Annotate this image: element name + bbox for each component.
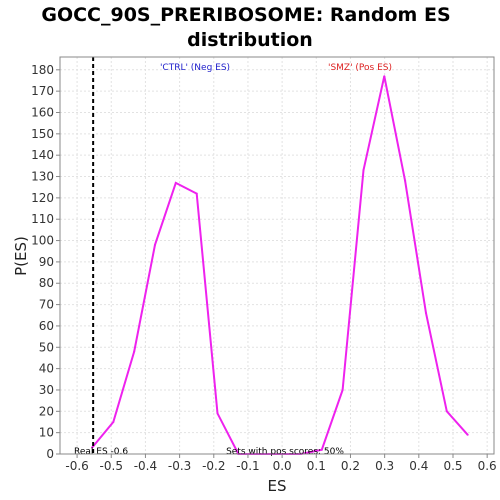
x-tick-label: 0.5	[443, 459, 462, 473]
es-distribution-point	[195, 192, 198, 195]
x-tick-label: -0.3	[168, 459, 191, 473]
y-tick-label: 150	[31, 127, 54, 141]
y-tick-label: 60	[39, 319, 54, 333]
x-tick-label: 0.0	[273, 459, 292, 473]
x-tick-label: 0.6	[478, 459, 497, 473]
es-distribution-point	[216, 412, 219, 415]
x-tick-label: -0.6	[65, 459, 88, 473]
plot-background	[60, 57, 494, 454]
x-axis: -0.6 -0.5 -0.4 -0.3 -0.2 -0.1 0.0 0.1 0.2 0.3 0.4 0…	[65, 454, 497, 473]
es-distribution-point	[424, 312, 427, 315]
x-tick-label: 0.4	[409, 459, 428, 473]
y-tick-label: 140	[31, 148, 54, 162]
neg-es-label: 'CTRL' (Neg ES)	[160, 63, 230, 73]
y-tick-label: 100	[31, 234, 54, 248]
real-es-label: Real ES -0.6	[74, 447, 128, 457]
y-tick-label: 50	[39, 340, 54, 354]
es-distribution-point	[362, 169, 365, 172]
x-tick-label: 0.1	[307, 459, 326, 473]
es-distribution-point	[383, 75, 386, 78]
y-axis-label: P(ES)	[12, 236, 30, 276]
x-tick-label: -0.5	[100, 459, 123, 473]
y-tick-label: 0	[46, 447, 54, 461]
es-distribution-point	[445, 410, 448, 413]
grid-layer	[60, 57, 494, 455]
y-tick-label: 90	[39, 255, 54, 269]
y-tick-label: 180	[31, 63, 54, 77]
y-tick-label: 10	[39, 426, 54, 440]
y-tick-label: 160	[31, 105, 54, 119]
y-tick-label: 120	[31, 191, 54, 205]
y-axis: 0 10 20 30 40 50 60 70 80 90 100 110 120 130 140 150 160…	[31, 63, 60, 461]
y-tick-label: 80	[39, 276, 54, 290]
es-distribution-point	[341, 388, 344, 391]
es-distribution-point	[174, 181, 177, 184]
es-distribution-point	[466, 433, 469, 436]
es-distribution-point	[91, 446, 94, 449]
y-tick-label: 30	[39, 383, 54, 397]
pos-es-label: 'SMZ' (Pos ES)	[328, 63, 392, 73]
x-tick-label: 0.3	[375, 459, 394, 473]
plot-frame	[59, 56, 495, 455]
chart-title-line-1: GOCC_90S_PRERIBOSOME: Random ES	[41, 4, 450, 26]
y-tick-label: 20	[39, 404, 54, 418]
es-distribution-point	[154, 243, 157, 246]
es-distribution-point	[404, 179, 407, 182]
chart-title-line-2: distribution	[187, 29, 313, 51]
y-tick-label: 170	[31, 84, 54, 98]
pos-scores-label: Sets with pos scores: 50%	[226, 447, 344, 457]
es-distribution-point	[133, 350, 136, 353]
es-distribution-point	[112, 420, 115, 423]
y-tick-label: 110	[31, 212, 54, 226]
x-tick-label: -0.2	[202, 459, 225, 473]
x-tick-label: -0.4	[134, 459, 157, 473]
es-distribution-point	[320, 448, 323, 451]
x-tick-label: 0.2	[341, 459, 360, 473]
y-tick-label: 70	[39, 298, 54, 312]
y-tick-label: 40	[39, 362, 54, 376]
x-axis-label: ES	[268, 477, 287, 495]
x-tick-label: -0.1	[236, 459, 259, 473]
y-tick-label: 130	[31, 170, 54, 184]
plot-area: 'CTRL' (Neg ES) 'SMZ' (Pos ES) Real ES -…	[59, 56, 495, 457]
